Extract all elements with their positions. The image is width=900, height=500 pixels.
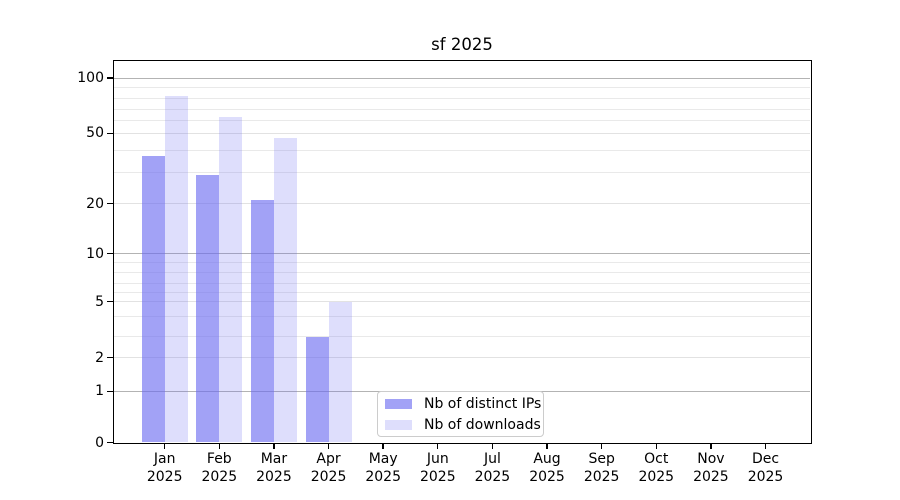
x-tick-label-jan: Jan 2025	[146, 451, 183, 485]
gridline-y-20	[114, 203, 810, 204]
gridline-y-8	[114, 271, 810, 273]
x-tick-label-aug: Aug 2025	[529, 451, 565, 485]
bar-nb-of-downloads-feb	[219, 116, 243, 443]
y-tick-label-50: 50	[86, 125, 104, 142]
bar-nb-of-downloads-mar	[273, 138, 297, 443]
gridline-y-70	[114, 108, 810, 110]
gridline-y-9	[114, 262, 810, 264]
x-tick-mark-aug	[546, 444, 548, 449]
gridline-y-60	[114, 119, 810, 121]
gridline-y-5	[114, 301, 810, 303]
x-tick-label-oct: Oct 2025	[638, 451, 675, 485]
bar-nb-of-distinct-ips-jan	[141, 156, 165, 443]
y-tick-mark-2	[107, 356, 113, 359]
y-tick-mark-100	[107, 77, 113, 79]
bar-nb-of-distinct-ips-feb	[196, 175, 220, 443]
legend-label: Nb of downloads	[424, 416, 541, 433]
legend-swatch-icon	[385, 419, 412, 430]
y-tick-label-10: 10	[86, 245, 104, 262]
x-tick-mark-apr	[327, 444, 330, 449]
x-tick-label-sep: Sep 2025	[583, 451, 620, 485]
legend-item: Nb of downloads	[385, 416, 543, 434]
x-tick-label-jun: Jun 2025	[419, 451, 456, 485]
x-tick-mark-oct	[655, 444, 657, 449]
gridline-y-40	[114, 149, 810, 151]
gridline-y-10	[114, 253, 810, 255]
gridline-y-7	[114, 282, 810, 284]
x-tick-mark-sep	[600, 444, 603, 449]
legend-item: Nb of distinct IPs	[385, 395, 543, 413]
y-tick-mark-10	[107, 253, 113, 255]
x-tick-mark-jan	[164, 444, 166, 449]
x-tick-label-jul: Jul 2025	[474, 451, 511, 485]
x-tick-mark-dec	[764, 444, 767, 449]
y-tick-mark-5	[107, 301, 113, 303]
gridline-y-100	[114, 77, 810, 79]
y-tick-label-2: 2	[95, 349, 104, 366]
x-tick-mark-jul	[491, 444, 494, 449]
y-tick-label-1: 1	[95, 383, 104, 400]
x-tick-label-dec: Dec 2025	[747, 451, 784, 485]
gridline-y-80	[114, 97, 810, 99]
x-tick-mark-feb	[218, 444, 220, 449]
y-tick-mark-1	[107, 390, 113, 392]
gridline-y-90	[114, 87, 810, 89]
legend-swatch-icon	[385, 398, 412, 409]
y-tick-label-20: 20	[86, 195, 104, 212]
gridline-y-30	[114, 171, 810, 173]
x-tick-label-may: May 2025	[365, 451, 401, 485]
x-tick-mark-jun	[437, 444, 439, 449]
y-tick-label-5: 5	[95, 293, 104, 310]
x-tick-mark-mar	[273, 444, 275, 449]
legend: Nb of distinct IPs Nb of downloads	[377, 391, 544, 437]
gridline-y-6	[114, 291, 810, 293]
x-tick-mark-nov	[710, 444, 712, 449]
y-tick-mark-50	[107, 132, 113, 134]
chart-title: sf 2025	[431, 35, 493, 54]
gridline-y-3	[114, 336, 810, 338]
y-tick-mark-20	[107, 202, 113, 205]
y-tick-label-100: 100	[77, 70, 104, 86]
gridline-y-50	[114, 132, 810, 134]
bar-nb-of-distinct-ips-apr	[305, 336, 329, 443]
bar-nb-of-downloads-apr	[328, 301, 352, 443]
x-tick-label-nov: Nov 2025	[693, 451, 729, 485]
x-tick-label-apr: Apr 2025	[310, 451, 347, 485]
gridline-y-4	[114, 315, 810, 317]
legend-label: Nb of distinct IPs	[424, 395, 542, 412]
x-tick-mark-may	[382, 444, 384, 449]
bar-nb-of-downloads-jan	[164, 96, 188, 443]
x-tick-label-mar: Mar 2025	[256, 451, 292, 485]
bar-nb-of-distinct-ips-mar	[250, 199, 274, 443]
y-tick-label-0: 0	[95, 434, 104, 451]
gridline-y-2	[114, 357, 810, 359]
x-tick-label-feb: Feb 2025	[201, 451, 238, 485]
y-tick-mark-0	[107, 441, 113, 444]
